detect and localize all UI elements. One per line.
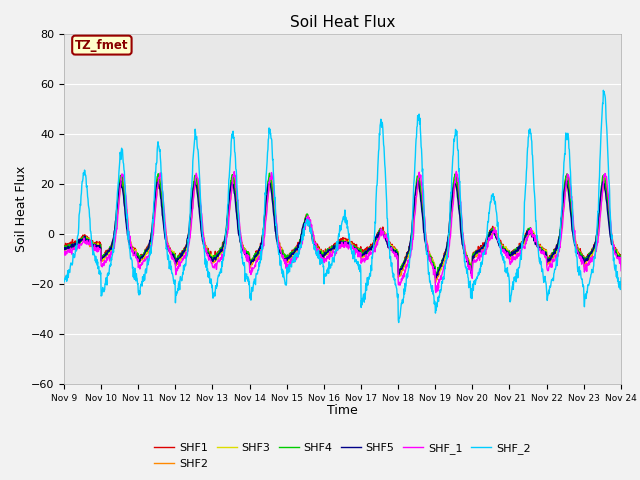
SHF3 — [153, 188, 161, 194]
SHF2 — [502, 249, 509, 255]
SHF4 — [589, 246, 596, 252]
SHF5 — [346, 242, 353, 248]
SHF2 — [60, 245, 68, 251]
Line: SHF3: SHF3 — [64, 177, 640, 279]
SHF_1 — [589, 253, 596, 259]
SHF3 — [589, 249, 596, 255]
Title: Soil Heat Flux: Soil Heat Flux — [290, 15, 395, 30]
SHF4 — [502, 247, 509, 253]
Legend: SHF1, SHF2, SHF3, SHF4, SHF5, SHF_1, SHF_2: SHF1, SHF2, SHF3, SHF4, SHF5, SHF_1, SHF… — [150, 439, 535, 473]
SHF_1 — [153, 189, 161, 194]
SHF_2 — [600, 87, 607, 93]
SHF5 — [432, 275, 440, 281]
SHF3 — [502, 244, 509, 250]
SHF1 — [335, 240, 342, 245]
SHF1 — [563, 173, 570, 179]
SHF1 — [589, 248, 596, 253]
SHF5 — [502, 248, 509, 253]
SHF4 — [431, 272, 439, 277]
Line: SHF4: SHF4 — [64, 173, 640, 275]
SHF_1 — [452, 168, 460, 174]
Line: SHF1: SHF1 — [64, 176, 640, 277]
SHF1 — [502, 246, 509, 252]
SHF2 — [346, 238, 353, 244]
SHF1 — [346, 239, 353, 244]
SHF1 — [153, 184, 161, 190]
SHF_2 — [60, 278, 68, 284]
SHF2 — [431, 280, 439, 286]
SHF5 — [335, 240, 342, 246]
SHF4 — [346, 243, 354, 249]
SHF_2 — [153, 159, 161, 165]
SHF5 — [563, 177, 570, 183]
SHF_2 — [502, 268, 509, 274]
SHF2 — [589, 248, 596, 253]
Text: TZ_fmet: TZ_fmet — [75, 38, 129, 52]
SHF_2 — [395, 320, 403, 325]
SHF_1 — [502, 252, 509, 258]
SHF2 — [335, 243, 342, 249]
SHF_1 — [346, 244, 353, 250]
Line: SHF5: SHF5 — [64, 180, 640, 278]
SHF5 — [153, 182, 161, 188]
SHF_2 — [335, 233, 342, 239]
SHF5 — [60, 245, 68, 251]
SHF1 — [60, 243, 68, 249]
SHF2 — [415, 179, 423, 185]
Line: SHF2: SHF2 — [64, 182, 640, 283]
SHF_1 — [60, 252, 68, 258]
SHF3 — [335, 241, 342, 247]
SHF4 — [266, 170, 273, 176]
SHF_2 — [589, 269, 596, 275]
Line: SHF_2: SHF_2 — [64, 90, 640, 323]
SHF_2 — [346, 237, 353, 242]
SHF4 — [153, 176, 161, 181]
SHF3 — [155, 174, 163, 180]
Line: SHF_1: SHF_1 — [64, 171, 640, 293]
X-axis label: Time: Time — [327, 404, 358, 417]
SHF3 — [346, 243, 354, 249]
SHF4 — [60, 246, 68, 252]
SHF_1 — [335, 247, 342, 252]
SHF5 — [589, 247, 596, 253]
Y-axis label: Soil Heat Flux: Soil Heat Flux — [15, 166, 28, 252]
SHF3 — [431, 276, 439, 282]
SHF_1 — [432, 290, 440, 296]
SHF1 — [431, 275, 439, 280]
SHF3 — [60, 248, 68, 253]
SHF2 — [153, 192, 161, 198]
SHF4 — [335, 240, 342, 245]
